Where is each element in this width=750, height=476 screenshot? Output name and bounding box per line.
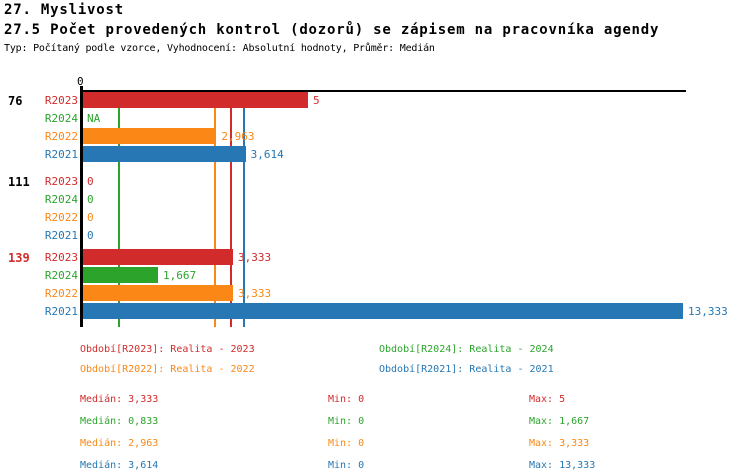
legend-item-r2024: Období[R2024]: Realita - 2024 (379, 344, 554, 355)
bar-value-76-r2022: 2,963 (221, 130, 255, 143)
row-label-r2022: R2022 (44, 287, 78, 300)
stat-max-r2022: Max: 3,333 (529, 438, 590, 449)
stat-min-r2023: Min: 0 (328, 394, 365, 405)
bar-value-139-r2022: 3,333 (237, 287, 272, 300)
stat-max-r2021: Max: 13,333 (529, 460, 596, 471)
stat-min-r2021: Min: 0 (328, 460, 365, 471)
bar-76-r2021 (83, 146, 246, 162)
bar-139-r2023 (83, 249, 233, 265)
bar-value-111-r2023: 0 (87, 175, 94, 188)
stat-max-r2024: Max: 1,667 (529, 416, 590, 427)
row-label-r2024: R2024 (44, 193, 78, 206)
row-label-r2024: R2024 (44, 112, 78, 125)
median-line-r2021 (243, 92, 246, 327)
median-line-r2023 (230, 92, 233, 327)
legend-item-r2023: Období[R2023]: Realita - 2023 (80, 344, 255, 355)
row-label-r2022: R2022 (44, 130, 78, 143)
bar-139-r2022 (83, 285, 233, 301)
group-label-76: 76 (8, 94, 23, 108)
row-label-r2023: R2023 (44, 94, 78, 107)
bar-value-111-r2024: 0 (87, 193, 94, 206)
bar-139-r2021 (83, 303, 683, 319)
stat-median-r2022: Medián: 2,963 (80, 438, 159, 449)
median-line-r2022 (213, 92, 216, 327)
indicator-title: 27.5 Počet provedených kontrol (dozorů) … (4, 22, 660, 38)
stat-median-r2021: Medián: 3,614 (80, 460, 159, 471)
row-label-r2024: R2024 (44, 269, 78, 282)
row-label-r2021: R2021 (44, 148, 78, 161)
bar-139-r2024 (83, 267, 158, 283)
group-label-139: 139 (8, 251, 30, 265)
axis-origin-label: 0 (77, 75, 84, 88)
group-label-111: 111 (8, 175, 30, 189)
stat-median-r2024: Medián: 0,833 (80, 416, 159, 427)
bar-value-139-r2023: 3,333 (237, 251, 272, 264)
stat-median-r2023: Medián: 3,333 (80, 394, 159, 405)
stat-min-r2024: Min: 0 (328, 416, 365, 427)
bar-value-139-r2024: 1,667 (163, 269, 197, 282)
x-axis-line (80, 90, 686, 92)
bar-value-76-r2023: 5 (313, 94, 320, 107)
bar-value-76-r2021: 3,614 (250, 148, 284, 161)
bar-value-76-r2024: NA (87, 112, 101, 125)
row-label-r2022: R2022 (44, 211, 78, 224)
stat-max-r2023: Max: 5 (529, 394, 566, 405)
row-label-r2021: R2021 (44, 229, 78, 242)
bar-76-r2023 (83, 92, 308, 108)
indicator-meta: Typ: Počítaný podle vzorce, Vyhodnocení:… (4, 43, 435, 54)
bar-value-111-r2022: 0 (87, 211, 94, 224)
stat-min-r2022: Min: 0 (328, 438, 365, 449)
row-label-r2021: R2021 (44, 305, 78, 318)
bar-value-139-r2021: 13,333 (687, 305, 728, 318)
legend-item-r2022: Období[R2022]: Realita - 2022 (80, 364, 255, 375)
row-label-r2023: R2023 (44, 175, 78, 188)
bar-76-r2022 (83, 128, 217, 144)
page-title: 27. Myslivost (4, 2, 124, 18)
row-label-r2023: R2023 (44, 251, 78, 264)
y-axis-line (80, 86, 83, 327)
bar-chart: 0 76 R2023 5 R2024 NA R2022 2,963 R2021 3,614 111 R… (8, 75, 728, 327)
bar-value-111-r2021: 0 (87, 229, 94, 242)
median-line-r2024 (117, 92, 120, 327)
legend-item-r2021: Období[R2021]: Realita - 2021 (379, 364, 554, 375)
